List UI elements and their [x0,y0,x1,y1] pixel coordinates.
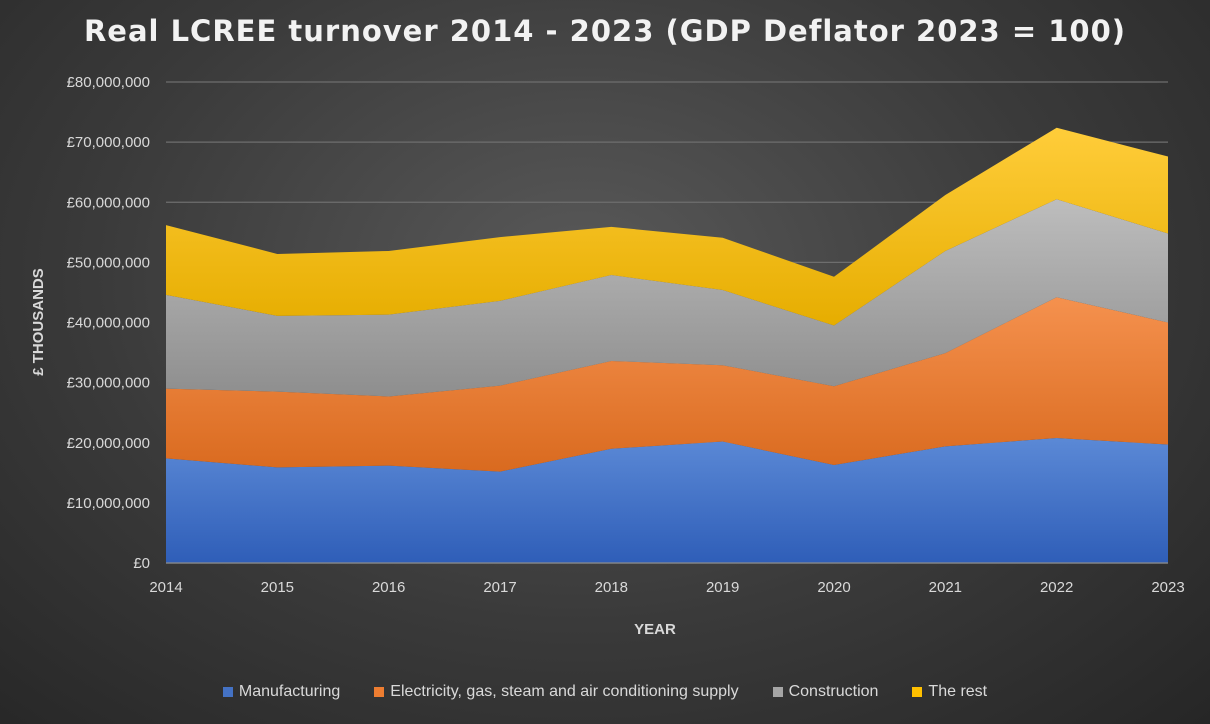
legend-label: Electricity, gas, steam and air conditio… [390,683,739,700]
x-tick-label: 2023 [1151,579,1184,596]
y-tick-label: £80,000,000 [67,74,150,91]
x-tick-label: 2014 [149,579,182,596]
legend-label: Manufacturing [238,683,341,700]
y-tick-label: £10,000,000 [67,495,150,512]
legend-swatch [912,687,923,697]
legend-swatch [222,687,233,697]
y-tick-label: £70,000,000 [67,134,150,151]
y-tick-label: £20,000,000 [67,435,150,452]
x-tick-label: 2022 [1040,579,1073,596]
x-tick-label: 2017 [483,579,516,596]
legend-swatch [772,687,783,697]
y-tick-label: £40,000,000 [67,315,150,332]
y-axis-label: £ THOUSANDS [30,268,47,376]
legend-item: Electricity, gas, steam and air conditio… [374,683,739,701]
area-series-2 [166,199,1168,397]
x-tick-label: 2016 [372,579,405,596]
legend-item: Construction [772,683,879,701]
chart-title: Real LCREE turnover 2014 - 2023 (GDP Def… [83,14,1127,48]
x-tick-label: 2020 [817,579,850,596]
y-tick-label: £60,000,000 [67,194,150,211]
x-tick-label: 2019 [706,579,739,596]
area-series-3 [166,127,1168,326]
area-series-1 [166,297,1168,472]
x-tick-label: 2018 [595,579,628,596]
legend-label: Construction [788,683,879,700]
area-series-0 [166,437,1168,563]
y-tick-label: £30,000,000 [67,375,150,392]
legend-item: The rest [912,683,987,701]
legend-item: Manufacturing [222,683,341,701]
legend-swatch [374,687,385,697]
legend: Manufacturing Electricity, gas, steam and… [0,683,1210,701]
legend-label: The rest [928,683,988,700]
x-tick-label: 2015 [261,579,294,596]
y-tick-label: £50,000,000 [67,254,150,271]
x-axis-label: YEAR [634,621,676,638]
y-tick-label: £0 [133,555,150,572]
x-tick-label: 2021 [929,579,962,596]
